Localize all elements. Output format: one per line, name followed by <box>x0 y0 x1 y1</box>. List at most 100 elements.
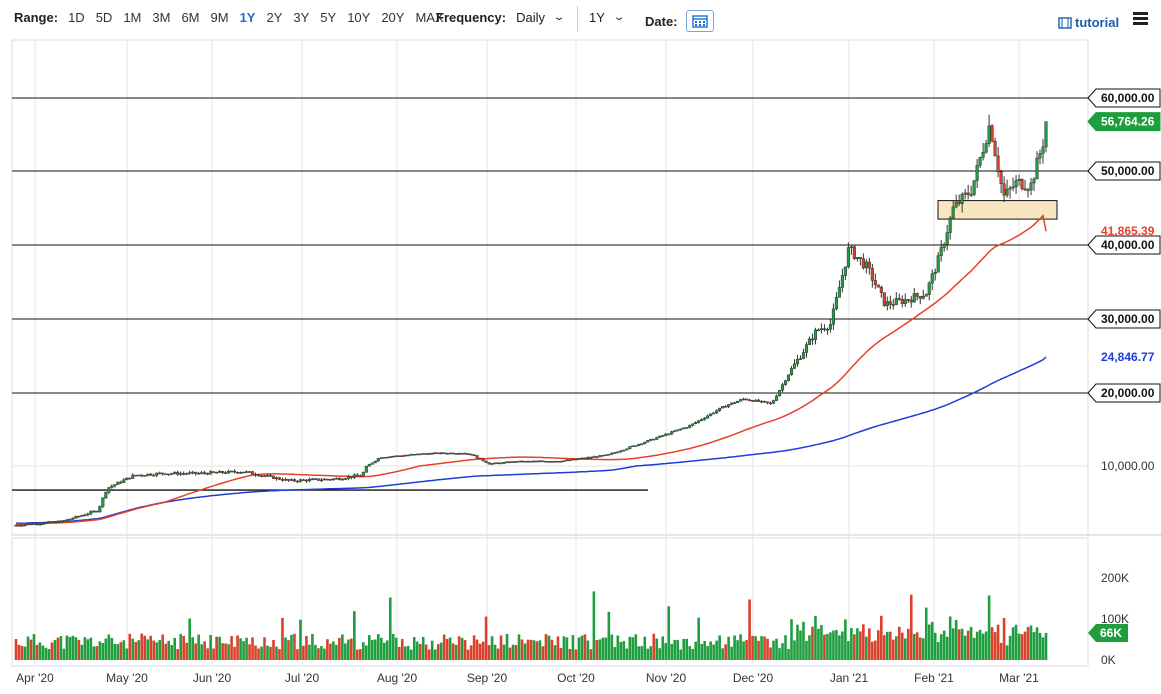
candle <box>631 445 635 448</box>
candle <box>670 430 674 436</box>
volume-bar <box>709 641 712 660</box>
volume-bar <box>374 639 377 660</box>
candle <box>352 473 356 480</box>
candle <box>622 449 626 452</box>
price-chart[interactable]: Apr '20 May '20 Jun '20 Jul '20 Aug '20 Sep '… <box>0 38 1161 694</box>
candle <box>203 470 207 475</box>
candle <box>963 189 967 200</box>
volume-bar <box>679 649 683 660</box>
range-button-20y[interactable]: 20Y <box>381 10 405 25</box>
range-button-3m[interactable]: 3M <box>152 10 171 25</box>
candle <box>649 438 653 442</box>
candle <box>765 401 770 405</box>
volume-bar <box>227 644 230 660</box>
volume-bar <box>329 643 332 660</box>
candle <box>978 156 982 169</box>
range-button-1d[interactable]: 1D <box>68 10 85 25</box>
range-button-9m[interactable]: 9M <box>210 10 229 25</box>
candle <box>694 421 698 425</box>
candle <box>577 457 581 460</box>
candle <box>780 382 785 393</box>
candle <box>373 460 377 464</box>
volume-bar <box>865 636 868 660</box>
volume-bar <box>350 638 353 660</box>
film-icon <box>1058 16 1072 29</box>
candle <box>250 470 255 475</box>
candle <box>1008 185 1012 199</box>
candle <box>679 428 683 431</box>
candle <box>637 443 641 447</box>
volume-bar <box>167 640 171 660</box>
volume-bar <box>622 641 626 660</box>
candle <box>909 296 913 308</box>
candle <box>529 460 533 463</box>
candle <box>20 524 24 527</box>
volume-bar <box>77 639 81 660</box>
candle <box>1038 149 1042 165</box>
frequency-select[interactable]: Daily ⌄ <box>516 10 565 25</box>
candle <box>739 398 743 402</box>
calendar-button[interactable] <box>685 10 714 32</box>
svg-text:40,000.00: 40,000.00 <box>1101 238 1155 252</box>
period-select[interactable]: 1Y ⌄ <box>589 10 625 25</box>
range-button-2y[interactable]: 2Y <box>266 10 283 25</box>
candle <box>559 460 563 463</box>
volume-bar <box>95 646 99 660</box>
candle <box>265 473 270 477</box>
range-button-max[interactable]: MAX <box>415 10 444 25</box>
volume-bar <box>1029 625 1033 660</box>
candle <box>897 293 901 301</box>
volume-bar <box>945 636 949 660</box>
price-label-level: 20,000.00 <box>1087 383 1161 403</box>
volume-bar <box>568 648 572 660</box>
volume-bar <box>379 637 383 660</box>
candle <box>170 472 174 476</box>
volume-bar <box>466 649 470 660</box>
candle <box>206 472 210 476</box>
range-button-1m[interactable]: 1M <box>123 10 142 25</box>
volume-bar <box>631 637 635 660</box>
volume-bar <box>323 648 326 660</box>
candle <box>945 224 949 251</box>
range-button-5y[interactable]: 5Y <box>320 10 337 25</box>
y-tick-label: 10,000.00 <box>1101 459 1155 473</box>
range-button-6m[interactable]: 6M <box>181 10 200 25</box>
candle <box>47 520 51 523</box>
candle <box>146 473 150 477</box>
range-button-3y[interactable]: 3Y <box>293 10 310 25</box>
candle <box>1014 175 1018 194</box>
volume-bar <box>125 648 129 660</box>
candle <box>367 463 371 467</box>
volume-bar <box>53 639 57 660</box>
range-button-10y[interactable]: 10Y <box>347 10 371 25</box>
volume-bar <box>80 644 84 660</box>
candle <box>703 416 707 421</box>
volume-bar <box>580 635 584 660</box>
menu-icon[interactable] <box>1133 12 1148 27</box>
candle <box>598 455 602 458</box>
volume-bar <box>769 647 772 660</box>
tutorial-link[interactable]: tutorial <box>1058 15 1119 30</box>
volume-bar <box>32 634 36 660</box>
volume-bar <box>897 626 901 660</box>
candle <box>242 471 246 474</box>
volume-bar <box>493 644 497 660</box>
volume-bar <box>688 646 691 660</box>
candle <box>918 295 922 305</box>
volume-bar <box>56 637 60 660</box>
candle <box>41 522 45 525</box>
candle <box>661 434 665 437</box>
volume-bar <box>706 646 709 660</box>
volume-bar <box>601 637 605 660</box>
volume-bar <box>1008 635 1012 660</box>
range-button-1y[interactable]: 1Y <box>239 10 256 25</box>
volume-bar <box>353 611 356 660</box>
volume-bar <box>883 635 886 660</box>
volume-bar <box>445 638 449 660</box>
volume-bar <box>583 634 587 660</box>
range-button-5d[interactable]: 5D <box>95 10 113 25</box>
volume-bar <box>796 624 799 660</box>
candle <box>1029 177 1033 196</box>
candle <box>400 455 404 457</box>
volume-bar <box>149 635 153 660</box>
